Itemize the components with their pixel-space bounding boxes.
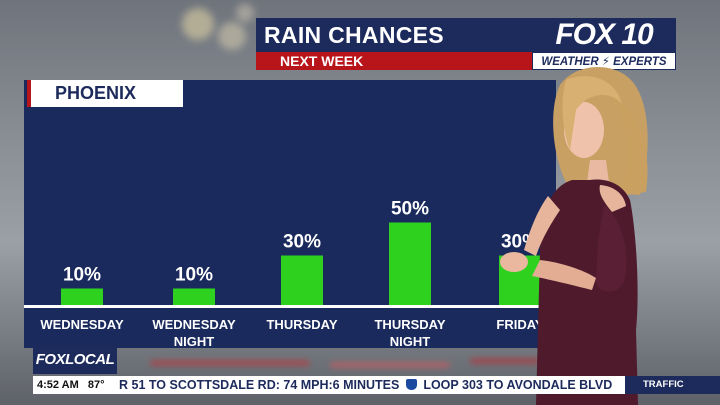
station-logo-text: FOX 10 (555, 18, 653, 51)
category-label: WEDNESDAY (152, 317, 236, 332)
bar (173, 288, 215, 305)
ticker-temp: 87° (87, 379, 105, 391)
bar (281, 255, 323, 305)
ticker-time-temp: 4:52 AM 87° (33, 376, 117, 394)
graphic-subtitle: NEXT WEEK (256, 52, 532, 70)
ticker-text: R 51 TO SCOTTSDALE RD: 74 MPH:6 MINUTES (119, 378, 400, 392)
background-light (182, 8, 214, 40)
category-label: NIGHT (174, 334, 215, 349)
background-light (236, 4, 254, 22)
background-light (150, 360, 310, 366)
category-label: THURSDAY (266, 317, 337, 332)
bar-value-label: 10% (63, 265, 101, 286)
background-light (330, 362, 450, 368)
traffic-ticker: R 51 TO SCOTTSDALE RD: 74 MPH:6 MINUTES … (117, 376, 625, 394)
bar-value-label: 10% (175, 265, 213, 286)
foxlocal-logo: FOXLOCAL (33, 346, 117, 374)
category-label: WEDNESDAY (40, 317, 124, 332)
location-label: PHOENIX (27, 80, 183, 107)
station-logo: FOX 10 WEATHER ⚡ EXPERTS (532, 18, 676, 70)
baseline (24, 305, 556, 308)
category-label: FRIDAY (496, 317, 544, 332)
category-label: NIGHT (390, 334, 431, 349)
ticker-category: TRAFFIC (625, 376, 720, 394)
bar (389, 222, 431, 305)
graphic-title: RAIN CHANCES (256, 18, 532, 52)
category-label: THURSDAY (374, 317, 445, 332)
bar-value-label: 50% (391, 199, 429, 220)
interstate-shield-icon (405, 379, 417, 390)
bar-value-label: 30% (283, 232, 321, 253)
background-light (470, 358, 540, 364)
ticker-time: 4:52 AM (37, 379, 79, 391)
bar (61, 288, 103, 305)
background-light (218, 22, 246, 50)
ticker-text: LOOP 303 TO AVONDALE BLVD (423, 378, 613, 392)
